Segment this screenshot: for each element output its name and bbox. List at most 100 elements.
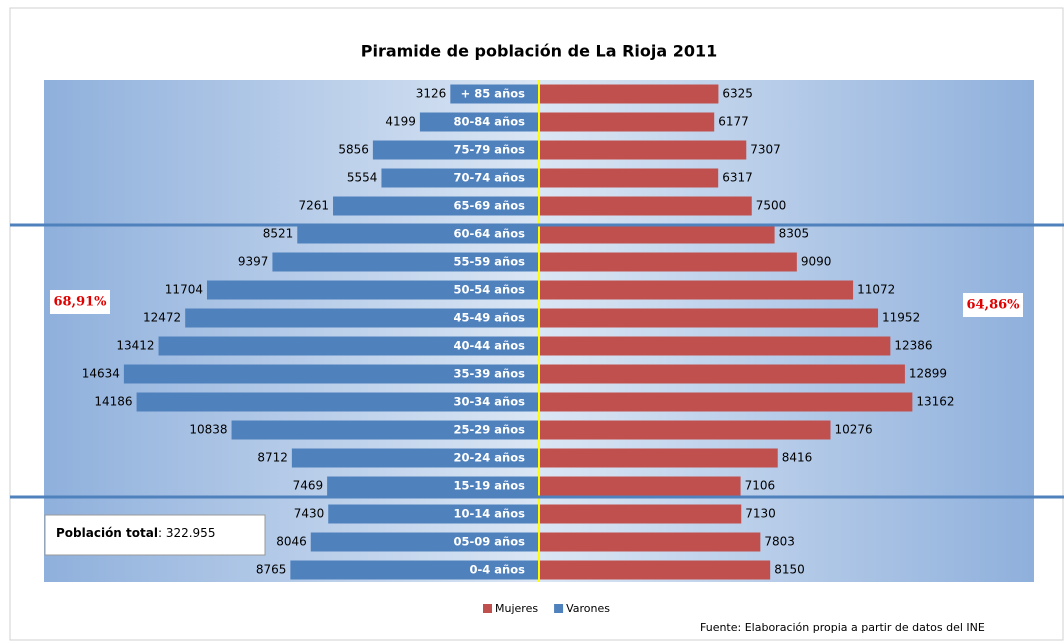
- annotation: 68,91%: [53, 295, 107, 310]
- data-label: 8150: [774, 563, 805, 577]
- data-label: 5856: [338, 143, 369, 157]
- data-label: 9397: [238, 255, 269, 269]
- bar: [123, 364, 540, 384]
- legend-label: Varones: [566, 602, 610, 615]
- bar: [272, 252, 539, 272]
- category-label: 55-59 años: [454, 255, 526, 269]
- bar: [328, 504, 539, 524]
- category-label: 30-34 años: [454, 395, 526, 409]
- annotation-box: [963, 293, 1023, 317]
- total-box: [44, 514, 266, 556]
- bar: [539, 560, 771, 580]
- data-label: 8046: [276, 535, 307, 549]
- category-label: 25-29 años: [454, 423, 526, 437]
- bar: [539, 252, 797, 272]
- legend-swatch: [483, 604, 492, 613]
- category-label: 35-39 años: [454, 367, 526, 381]
- data-label: 7500: [756, 199, 787, 213]
- bar: [539, 364, 905, 384]
- bar: [539, 476, 741, 496]
- bar: [136, 392, 539, 412]
- data-label: 12899: [909, 367, 947, 381]
- bar: [539, 504, 742, 524]
- bar: [539, 140, 747, 160]
- bar: [539, 84, 719, 104]
- category-label: 80-84 años: [454, 115, 526, 129]
- category-label: 0-4 años: [470, 563, 526, 577]
- bar: [206, 280, 539, 300]
- bar: [297, 224, 539, 244]
- data-label: 6317: [722, 171, 753, 185]
- data-label: 7261: [298, 199, 329, 213]
- data-label: 8712: [257, 451, 288, 465]
- category-label: 10-14 años: [454, 507, 526, 521]
- bar: [539, 168, 719, 188]
- category-label: 70-74 años: [454, 171, 526, 185]
- bar: [310, 532, 539, 552]
- data-label: 7130: [745, 507, 776, 521]
- data-label: 14634: [82, 367, 120, 381]
- category-label: 65-69 años: [454, 199, 526, 213]
- bar: [539, 280, 854, 300]
- data-label: 14186: [94, 395, 132, 409]
- bar: [539, 196, 752, 216]
- bar: [291, 448, 539, 468]
- data-label: 7803: [764, 535, 795, 549]
- category-label: + 85 años: [461, 87, 525, 101]
- data-label: 7106: [745, 479, 776, 493]
- bar: [333, 196, 539, 216]
- data-label: 6325: [722, 87, 753, 101]
- data-label: 4199: [385, 115, 416, 129]
- data-label: 8305: [779, 227, 810, 241]
- category-label: 60-64 años: [454, 227, 526, 241]
- annotation-box: [50, 290, 110, 314]
- data-label: 5554: [347, 171, 378, 185]
- data-label: 11704: [165, 283, 203, 297]
- bar: [450, 84, 539, 104]
- category-label: 15-19 años: [454, 479, 526, 493]
- category-label: 75-79 años: [454, 143, 526, 157]
- total-label: Población total: [56, 526, 158, 540]
- bar: [539, 224, 775, 244]
- data-label: 3126: [416, 87, 447, 101]
- data-label: 12472: [143, 311, 181, 325]
- data-label: 10838: [189, 423, 227, 437]
- total-value: : 322.955: [158, 526, 215, 540]
- bar: [231, 420, 539, 440]
- annotation: 64,86%: [966, 298, 1020, 313]
- source: Fuente: Elaboración propia a partir de d…: [700, 621, 985, 634]
- bar: [372, 140, 539, 160]
- data-label: 11072: [857, 283, 895, 297]
- data-label: 8416: [782, 451, 813, 465]
- data-label: 7307: [750, 143, 781, 157]
- data-label: 6177: [718, 115, 749, 129]
- data-label: 7430: [294, 507, 325, 521]
- category-label: 40-44 años: [454, 339, 526, 353]
- legend: Mujeres Varones: [483, 602, 610, 615]
- data-label: 8765: [256, 563, 287, 577]
- bar: [539, 336, 891, 356]
- data-label: 9090: [801, 255, 832, 269]
- data-label: 7469: [293, 479, 324, 493]
- data-label: 11952: [882, 311, 920, 325]
- bar: [419, 112, 539, 132]
- bar: [539, 420, 831, 440]
- chart-title: Piramide de población de La Rioja 2011: [361, 42, 718, 61]
- bar: [539, 392, 913, 412]
- data-label: 8521: [263, 227, 294, 241]
- bar: [290, 560, 539, 580]
- bar: [381, 168, 539, 188]
- legend-label: Mujeres: [495, 602, 538, 615]
- bar: [158, 336, 539, 356]
- total-text: Población total: 322.955: [56, 526, 215, 540]
- legend-swatch: [554, 604, 564, 613]
- data-label: 12386: [894, 339, 932, 353]
- data-label: 13162: [916, 395, 954, 409]
- bar: [539, 448, 778, 468]
- category-label: 20-24 años: [454, 451, 526, 465]
- category-label: 45-49 años: [454, 311, 526, 325]
- bar: [539, 112, 715, 132]
- bar: [327, 476, 539, 496]
